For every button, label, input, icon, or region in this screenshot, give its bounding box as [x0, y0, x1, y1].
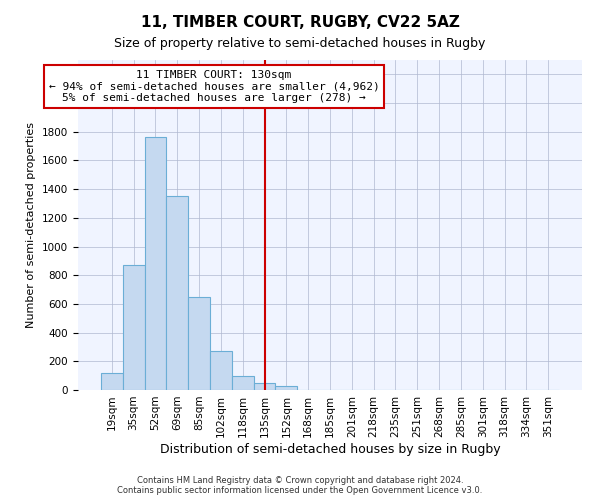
Bar — [188, 296, 210, 390]
Text: 11, TIMBER COURT, RUGBY, CV22 5AZ: 11, TIMBER COURT, RUGBY, CV22 5AZ — [140, 15, 460, 30]
Bar — [101, 373, 123, 390]
Text: Contains HM Land Registry data © Crown copyright and database right 2024.
Contai: Contains HM Land Registry data © Crown c… — [118, 476, 482, 495]
Text: 11 TIMBER COURT: 130sqm
← 94% of semi-detached houses are smaller (4,962)
5% of : 11 TIMBER COURT: 130sqm ← 94% of semi-de… — [49, 70, 379, 103]
Bar — [166, 196, 188, 390]
Bar — [232, 376, 254, 390]
X-axis label: Distribution of semi-detached houses by size in Rugby: Distribution of semi-detached houses by … — [160, 442, 500, 456]
Bar — [123, 265, 145, 390]
Bar — [275, 386, 297, 390]
Text: Size of property relative to semi-detached houses in Rugby: Size of property relative to semi-detach… — [115, 38, 485, 51]
Bar — [145, 138, 166, 390]
Y-axis label: Number of semi-detached properties: Number of semi-detached properties — [26, 122, 37, 328]
Bar — [254, 383, 275, 390]
Bar — [210, 352, 232, 390]
